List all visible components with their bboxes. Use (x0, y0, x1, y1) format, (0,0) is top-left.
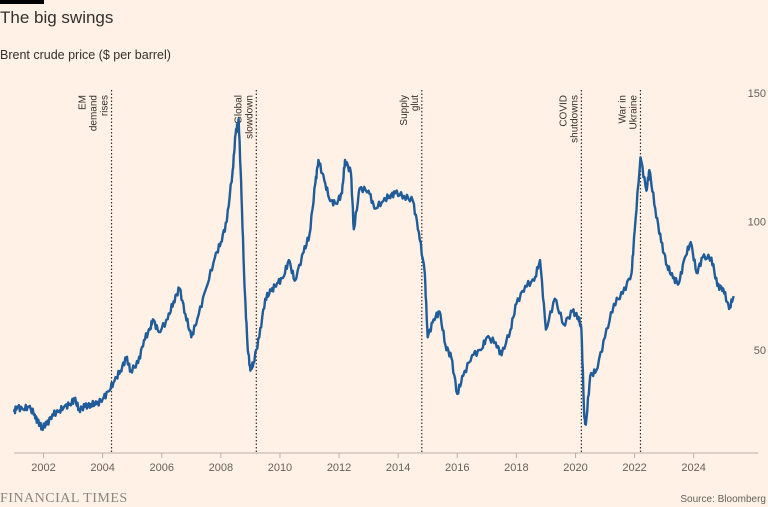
brand-top-bar (0, 0, 44, 4)
x-tick-label: 2010 (268, 462, 292, 474)
event-label: shutdowns (569, 95, 580, 143)
event-label: glut (410, 95, 421, 111)
event-label: War in (617, 95, 628, 124)
x-tick-label: 2004 (90, 462, 114, 474)
event-label: rises (100, 95, 111, 116)
ft-logo: FINANCIAL TIMES (0, 491, 128, 506)
event-label: EM (78, 95, 89, 110)
x-tick-label: 2018 (504, 462, 528, 474)
x-tick-label: 2008 (209, 462, 233, 474)
event-label: demand (89, 95, 100, 131)
x-tick-label: 2020 (563, 462, 587, 474)
source-note: Source: Bloomberg (680, 494, 766, 505)
x-tick-label: 2022 (622, 462, 646, 474)
x-tick-label: 2002 (31, 462, 55, 474)
x-tick-label: 2006 (150, 462, 174, 474)
event-label: Supply (399, 95, 410, 126)
x-tick-label: 2016 (445, 462, 469, 474)
event-label: COVID (558, 95, 569, 127)
brent-price-line (12, 117, 735, 432)
chart-title: The big swings (0, 8, 114, 27)
event-label: slowdown (244, 95, 255, 139)
x-tick-label: 2014 (386, 462, 410, 474)
y-tick-label: 50 (754, 345, 766, 357)
chart-subtitle: Brent crude price ($ per barrel) (0, 48, 171, 62)
event-label: Ukraine (628, 95, 639, 130)
x-tick-label: 2024 (681, 462, 705, 474)
event-label: Global (233, 95, 244, 124)
y-tick-label: 100 (748, 217, 766, 229)
x-tick-label: 2012 (327, 462, 351, 474)
y-tick-label: 150 (748, 88, 766, 100)
